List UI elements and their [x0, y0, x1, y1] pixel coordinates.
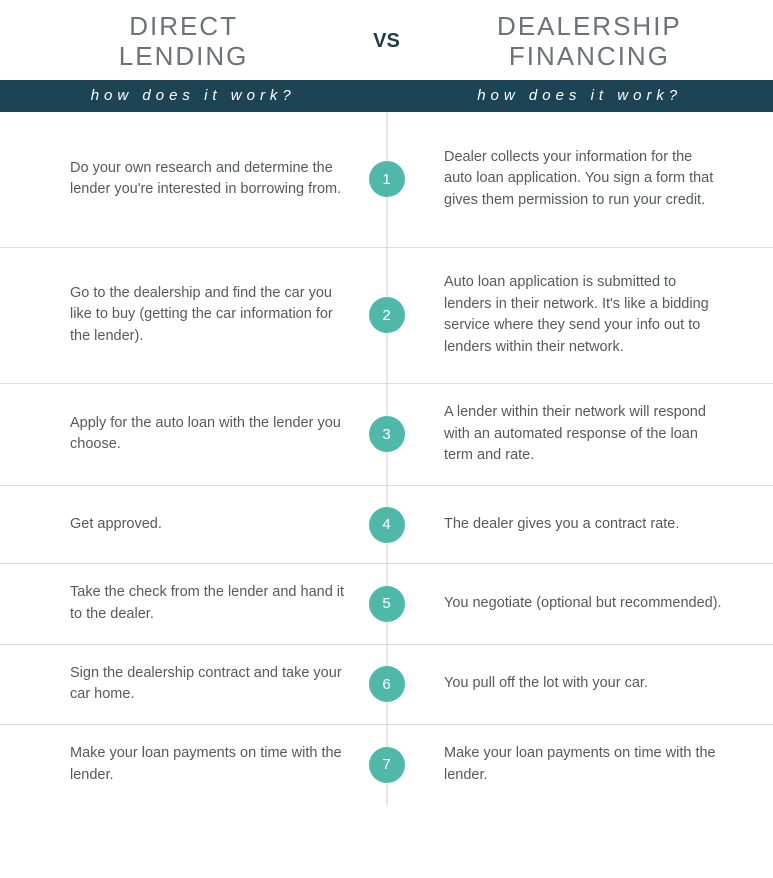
step-left-text: Do your own research and determine the l… — [0, 158, 389, 202]
step-number-badge: 6 — [369, 666, 405, 702]
step-right-text: Auto loan application is submitted to le… — [389, 272, 773, 359]
steps-container: Do your own research and determine the l… — [0, 112, 773, 805]
subheader-right-text: how does it work? — [477, 87, 682, 104]
left-title-line1: DIRECT — [0, 12, 367, 42]
right-title-line1: DEALERSHIP — [406, 12, 773, 42]
left-title-line2: LENDING — [0, 42, 367, 72]
step-right-text: The dealer gives you a contract rate. — [389, 514, 773, 536]
step-left-text: Make your loan payments on time with the… — [0, 743, 389, 787]
right-title-line2: FINANCING — [406, 42, 773, 72]
step-number-badge: 3 — [369, 416, 405, 452]
step-row: Go to the dealership and find the car yo… — [0, 248, 773, 384]
step-row: Do your own research and determine the l… — [0, 112, 773, 248]
step-right-text: You negotiate (optional but recommended)… — [389, 593, 773, 615]
step-left-text: Take the check from the lender and hand … — [0, 582, 389, 626]
step-number-badge: 2 — [369, 297, 405, 333]
step-left-text: Go to the dealership and find the car yo… — [0, 283, 389, 348]
step-row: Get approved. 4 The dealer gives you a c… — [0, 486, 773, 564]
subheader-left: how does it work? — [0, 80, 387, 112]
step-number-badge: 1 — [369, 161, 405, 197]
header-right: DEALERSHIP FINANCING — [406, 12, 773, 72]
subheader: how does it work? how does it work? — [0, 80, 773, 112]
subheader-right: how does it work? — [387, 80, 773, 112]
step-row: Make your loan payments on time with the… — [0, 725, 773, 805]
step-left-text: Get approved. — [0, 514, 389, 536]
vs-label: VS — [367, 30, 406, 53]
subheader-left-text: how does it work? — [91, 87, 296, 104]
step-row: Apply for the auto loan with the lender … — [0, 384, 773, 486]
step-right-text: Make your loan payments on time with the… — [389, 743, 773, 787]
step-number-badge: 7 — [369, 747, 405, 783]
step-right-text: Dealer collects your information for the… — [389, 147, 773, 212]
step-number-badge: 5 — [369, 586, 405, 622]
step-row: Take the check from the lender and hand … — [0, 564, 773, 645]
step-right-text: A lender within their network will respo… — [389, 402, 773, 467]
step-left-text: Apply for the auto loan with the lender … — [0, 413, 389, 457]
header: DIRECT LENDING VS DEALERSHIP FINANCING — [0, 0, 773, 80]
step-row: Sign the dealership contract and take yo… — [0, 645, 773, 726]
step-number-badge: 4 — [369, 507, 405, 543]
header-left: DIRECT LENDING — [0, 12, 367, 72]
step-left-text: Sign the dealership contract and take yo… — [0, 663, 389, 707]
step-right-text: You pull off the lot with your car. — [389, 673, 773, 695]
